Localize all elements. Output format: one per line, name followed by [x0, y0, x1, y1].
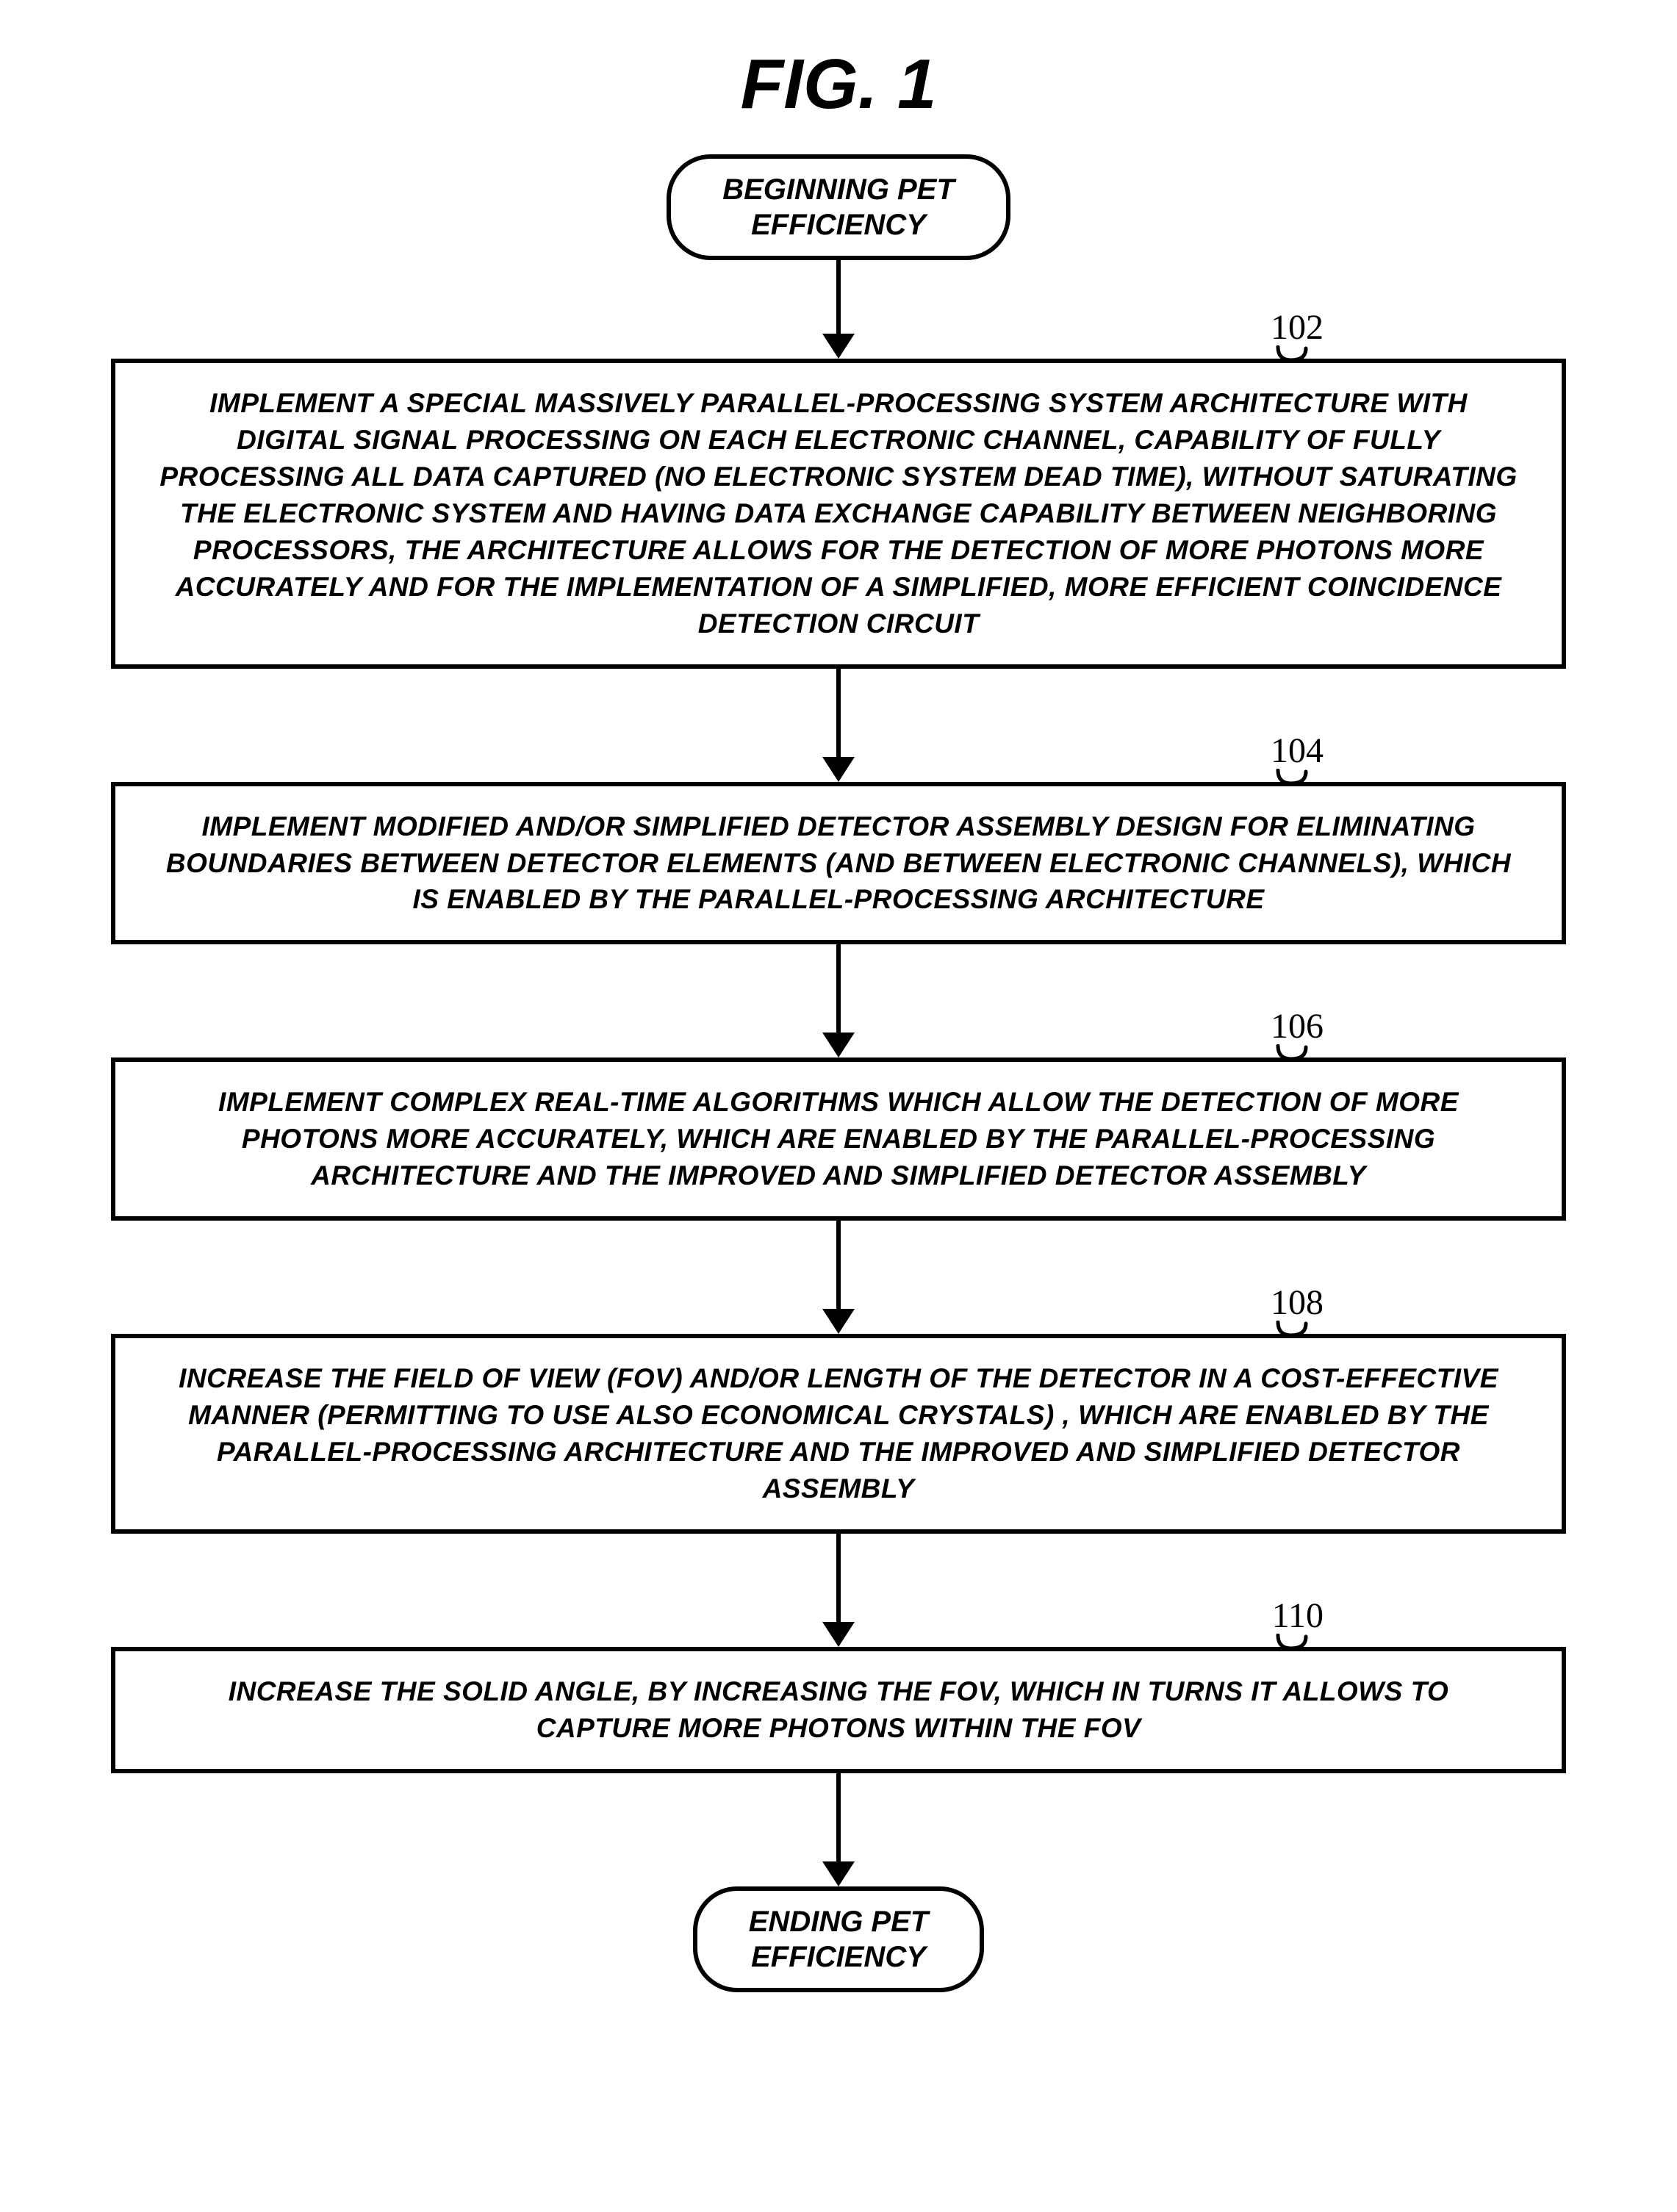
figure-title: FIG. 1: [0, 44, 1677, 125]
step-label: 104: [1271, 730, 1324, 771]
flow-step: 106IMPLEMENT COMPLEX REAL-TIME ALGORITHM…: [111, 1057, 1566, 1221]
step-box: IMPLEMENT COMPLEX REAL-TIME ALGORITHMS W…: [111, 1057, 1566, 1221]
step-box: INCREASE THE FIELD OF VIEW (FOV) AND/OR …: [111, 1334, 1566, 1534]
flow-step: 104IMPLEMENT MODIFIED AND/OR SIMPLIFIED …: [111, 782, 1566, 945]
arrow: [822, 1534, 855, 1647]
arrow-line: [836, 260, 841, 334]
step-label-hook-icon: [1275, 1044, 1309, 1063]
step-box: IMPLEMENT A SPECIAL MASSIVELY PARALLEL-P…: [111, 359, 1566, 669]
step-label: 110: [1272, 1595, 1324, 1636]
step-label-hook-icon: [1275, 769, 1309, 788]
arrow: [822, 669, 855, 782]
arrow-line: [836, 944, 841, 1033]
arrow: [822, 260, 855, 359]
flowchart: BEGINNING PET EFFICIENCY 102IMPLEMENT A …: [0, 154, 1677, 1992]
arrow: [822, 1773, 855, 1886]
steps-container: 102IMPLEMENT A SPECIAL MASSIVELY PARALLE…: [0, 359, 1677, 1886]
step-label: 106: [1271, 1006, 1324, 1046]
start-terminator: BEGINNING PET EFFICIENCY: [667, 154, 1010, 260]
arrow-head-icon: [822, 334, 855, 359]
start-terminator-line1: BEGINNING PET: [722, 172, 955, 207]
end-terminator-line1: ENDING PET: [749, 1904, 928, 1939]
arrow: [822, 1221, 855, 1334]
flow-step: 110INCREASE THE SOLID ANGLE, BY INCREASI…: [111, 1647, 1566, 1773]
step-box: INCREASE THE SOLID ANGLE, BY INCREASING …: [111, 1647, 1566, 1773]
step-label: 102: [1271, 307, 1324, 348]
flow-step: 102IMPLEMENT A SPECIAL MASSIVELY PARALLE…: [111, 359, 1566, 669]
arrow-head-icon: [822, 1622, 855, 1647]
arrow-line: [836, 1221, 841, 1309]
arrow-line: [836, 1534, 841, 1622]
arrow-line: [836, 1773, 841, 1861]
step-label-hook-icon: [1275, 345, 1309, 365]
arrow-head-icon: [822, 1309, 855, 1334]
arrow-head-icon: [822, 757, 855, 782]
arrow-line: [836, 669, 841, 757]
end-terminator-line2: EFFICIENCY: [749, 1939, 928, 1975]
flow-step: 108INCREASE THE FIELD OF VIEW (FOV) AND/…: [111, 1334, 1566, 1534]
step-label-hook-icon: [1275, 1634, 1309, 1653]
arrow-head-icon: [822, 1033, 855, 1057]
arrow: [822, 944, 855, 1057]
arrow-head-icon: [822, 1861, 855, 1886]
step-label-hook-icon: [1275, 1321, 1309, 1340]
end-terminator: ENDING PET EFFICIENCY: [693, 1886, 984, 1992]
start-terminator-line2: EFFICIENCY: [722, 207, 955, 243]
step-label: 108: [1271, 1282, 1324, 1323]
step-box: IMPLEMENT MODIFIED AND/OR SIMPLIFIED DET…: [111, 782, 1566, 945]
